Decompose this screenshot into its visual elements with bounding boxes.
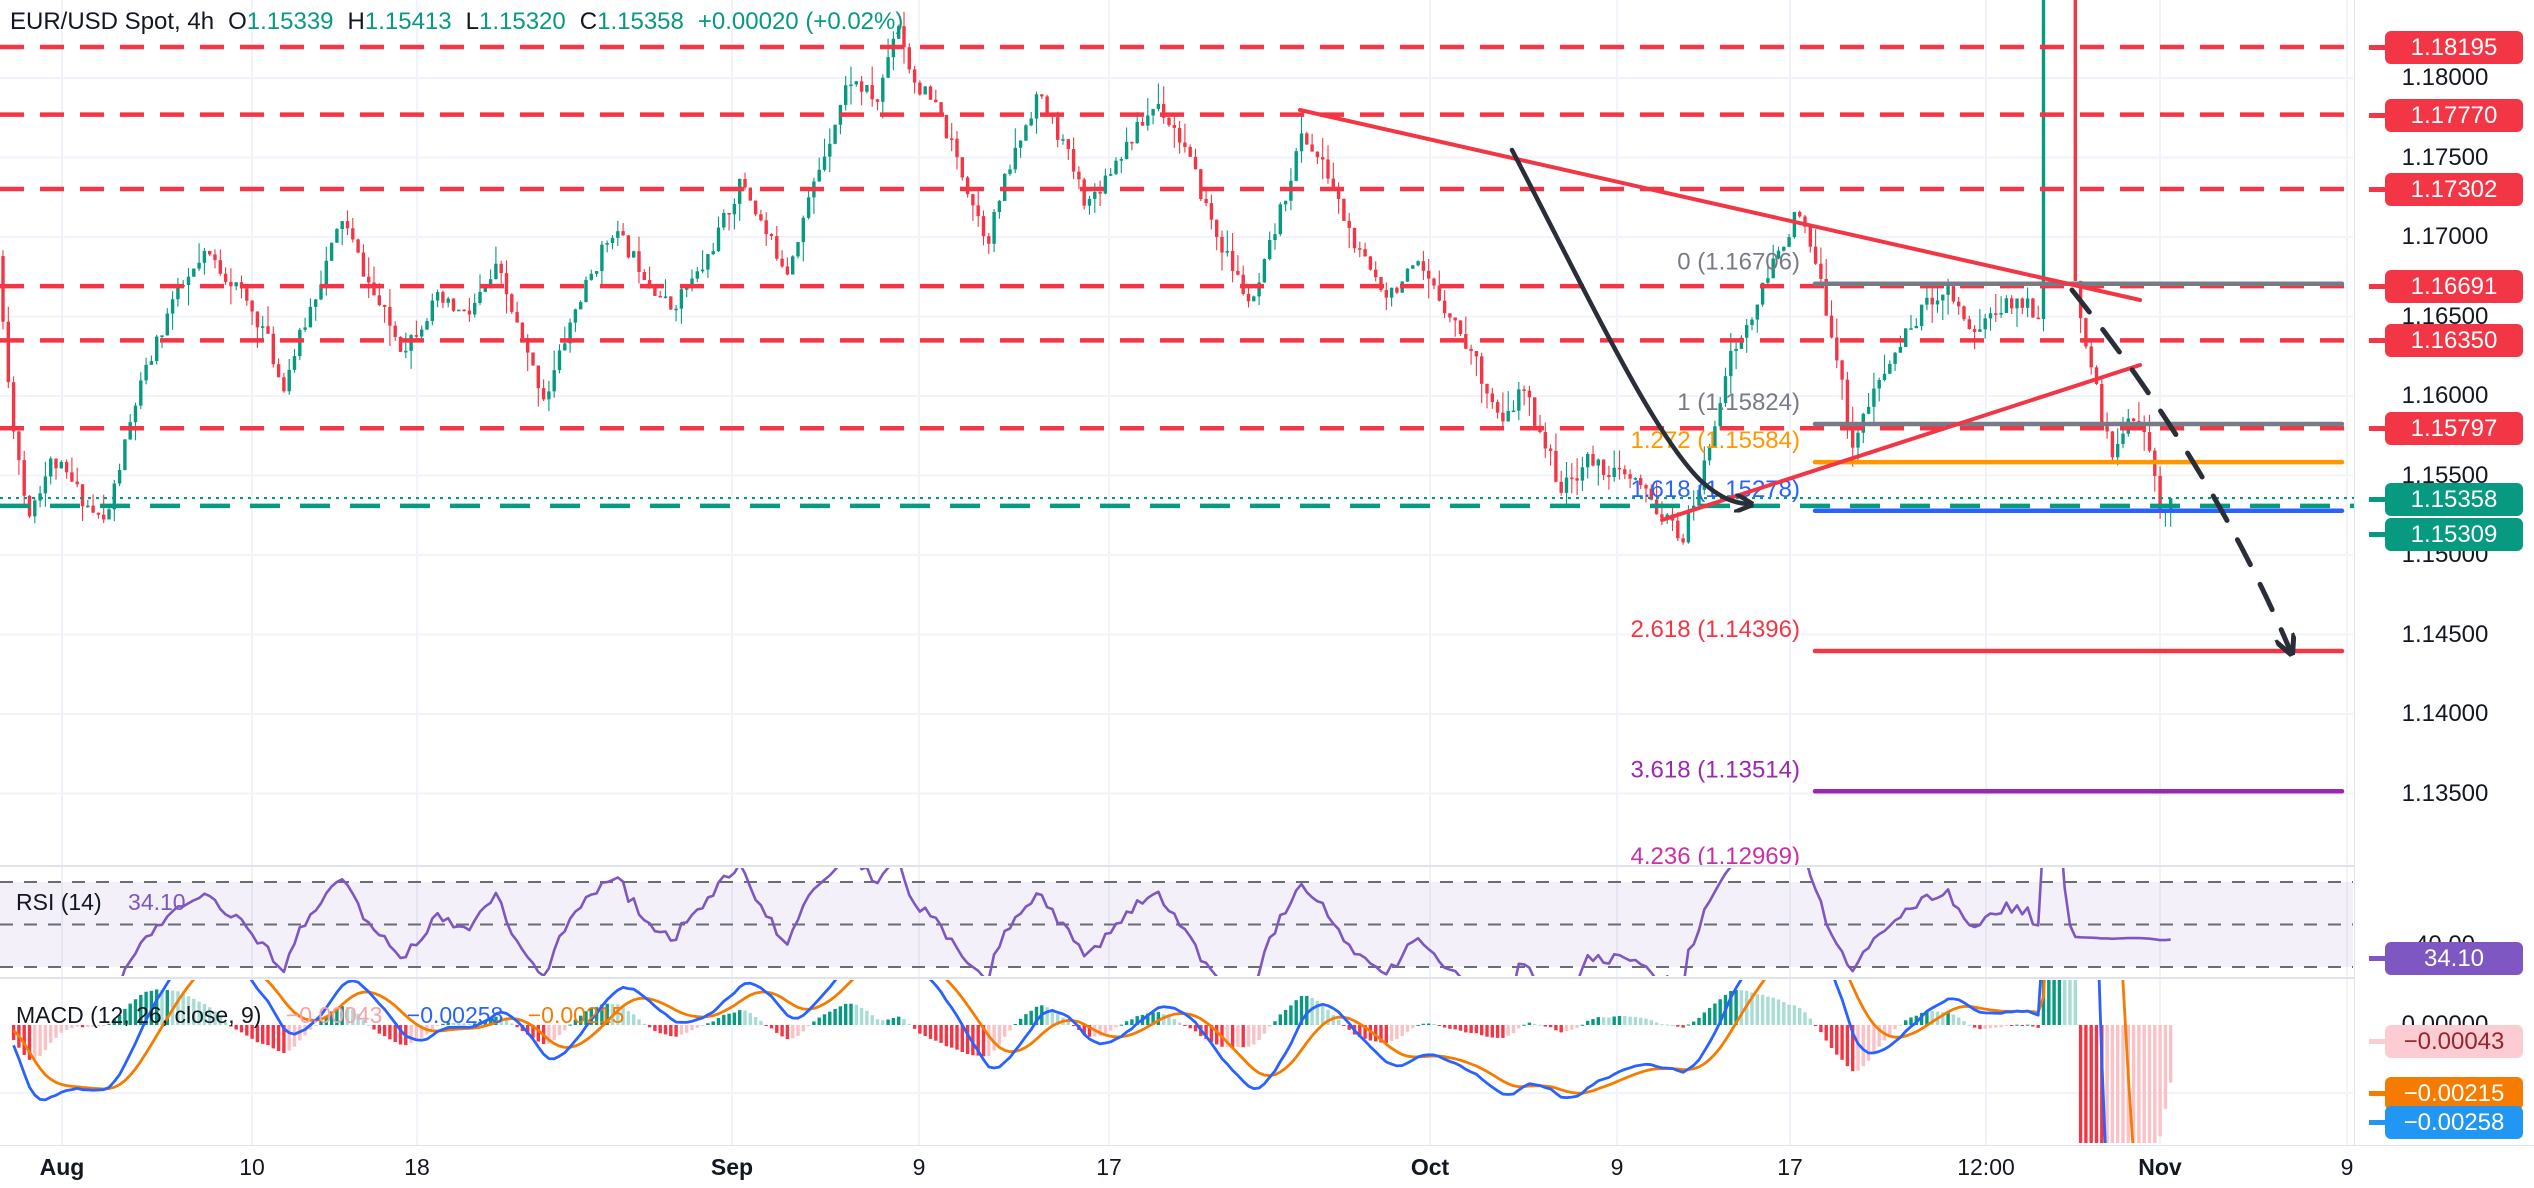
price-badge: 1.17302: [2385, 173, 2523, 206]
macd-hist-value: −0.00043: [285, 1002, 383, 1028]
horizontal-levels[interactable]: [0, 44, 2382, 509]
badge-tick: [2369, 956, 2385, 961]
time-tick: 17: [1777, 1154, 1803, 1180]
macd-line-value: −0.00258: [406, 1002, 504, 1028]
macd-main-line: [12, 980, 2107, 1143]
time-tick: Aug: [39, 1154, 85, 1180]
price-badge: −0.00258: [2385, 1106, 2523, 1139]
rsi-indicator-label-row[interactable]: RSI (14) 34.10: [16, 889, 186, 916]
macd-signal-line: [12, 980, 2135, 1143]
fib-label: 1.618 (1.15278): [1631, 476, 1800, 503]
price-badge: 34.10: [2385, 942, 2523, 975]
price-axis[interactable]: 1.18000 1.17500 1.17000 1.16500 1.16000 1.155…: [2354, 0, 2534, 1188]
badge-tick: [2369, 1091, 2385, 1096]
macd-signal-value: −0.00215: [527, 1002, 625, 1028]
rsi-value: 34.10: [128, 889, 186, 915]
gridlines: [0, 0, 2353, 1145]
fib-label: 1 (1.15824): [1677, 389, 1800, 416]
time-tick: 9: [1610, 1154, 1624, 1180]
symbol-title: EUR/USD Spot, 4h: [10, 8, 215, 35]
trendlines[interactable]: [1298, 108, 2290, 650]
ohlc-open: O1.15339: [228, 8, 334, 35]
rsi-label: RSI (14): [16, 889, 102, 915]
fib-label: 4.236 (1.12969): [1631, 843, 1800, 870]
badge-tick: [2369, 1120, 2385, 1125]
badge-tick: [2369, 497, 2385, 502]
fib-label: 1.272 (1.15584): [1631, 427, 1800, 454]
badge-tick: [2369, 426, 2385, 431]
macd-panel[interactable]: [11, 0, 2173, 1188]
ohlc-high: H1.15413: [347, 8, 452, 35]
time-tick: 9: [2340, 1154, 2354, 1180]
time-tick: 9: [912, 1154, 926, 1180]
fib-extension[interactable]: 0 (1.16706) 1 (1.15824) 1.272 (1.15584) 1.6…: [1631, 249, 2345, 878]
price-tick: 1.14000: [2401, 700, 2489, 727]
badge-tick: [2369, 1039, 2385, 1044]
price-tick: 1.16000: [2401, 382, 2489, 409]
price-badge: 1.15797: [2385, 412, 2523, 445]
ohlc-close: C1.15358: [579, 8, 684, 35]
badge-tick: [2369, 113, 2385, 118]
time-tick: 10: [239, 1154, 265, 1180]
price-badge: 1.16691: [2385, 270, 2523, 303]
time-tick: Oct: [1410, 1154, 1450, 1180]
badge-tick: [2369, 284, 2385, 289]
drawn-arrow-dashed[interactable]: [2069, 287, 2290, 650]
price-tick: 1.17000: [2401, 223, 2489, 250]
time-tick: 17: [1096, 1154, 1122, 1180]
price-badge: 1.15358: [2385, 483, 2523, 516]
rsi-line: [121, 868, 2171, 976]
price-tick: 1.17500: [2401, 143, 2489, 171]
price-tick: 1.13500: [2401, 779, 2489, 807]
price-badge: 1.18195: [2385, 31, 2523, 64]
badge-tick: [2369, 187, 2385, 192]
badge-tick: [2369, 532, 2385, 537]
macd-label: MACD (12, 26, close, 9): [16, 1002, 262, 1028]
fib-label: 0 (1.16706): [1677, 249, 1800, 276]
drawn-arrow-solid[interactable]: [1509, 147, 1748, 504]
price-badge: −0.00215: [2385, 1077, 2523, 1110]
macd-indicator-label-row[interactable]: MACD (12, 26, close, 9) −0.00043 −0.0025…: [16, 1002, 624, 1029]
time-tick: 12:00: [1957, 1154, 2015, 1180]
time-tick: 18: [404, 1154, 430, 1180]
fib-label: 3.618 (1.13514): [1631, 756, 1800, 783]
price-badge: 1.17770: [2385, 99, 2523, 132]
badge-tick: [2369, 45, 2385, 50]
price-tick: 1.14500: [2401, 620, 2489, 648]
badge-tick: [2369, 338, 2385, 343]
price-badge: −0.00043: [2385, 1025, 2523, 1058]
price-change: +0.00020 (+0.02%): [697, 8, 904, 35]
time-axis[interactable]: Aug 10 18 Sep 9 17 Oct 9 17 12:00 Nov 9: [0, 1145, 2534, 1188]
price-badge: 1.16350: [2385, 324, 2523, 357]
time-tick: Sep: [710, 1154, 754, 1180]
trendline[interactable]: [1298, 108, 2142, 302]
fib-label: 2.618 (1.14396): [1631, 616, 1800, 643]
rsi-panel[interactable]: [0, 820, 2353, 1013]
price-badge: 1.15309: [2385, 518, 2523, 551]
symbol-title-row[interactable]: EUR/USD Spot, 4h O1.15339 H1.15413 L1.15…: [10, 8, 903, 36]
candlestick-series: [1, 0, 2173, 545]
price-tick: 1.18000: [2401, 64, 2489, 91]
ohlc-low: L1.15320: [465, 8, 566, 35]
time-tick: Nov: [2138, 1154, 2182, 1180]
